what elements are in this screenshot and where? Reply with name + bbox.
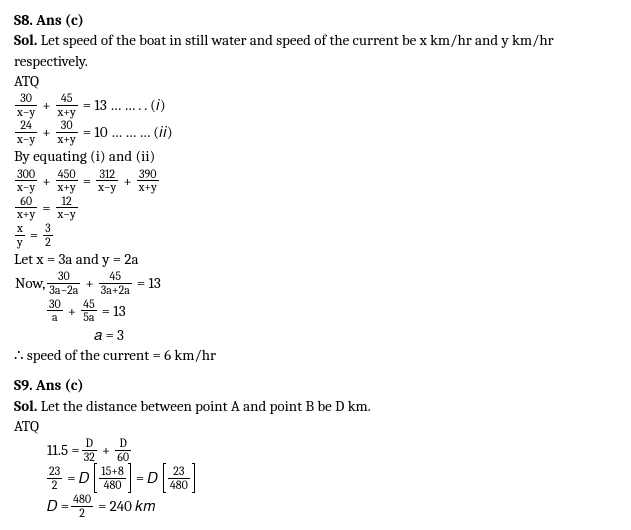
s8-eq7: 30a + 455a = 13 <box>14 298 617 324</box>
s9-eq3: 𝐷 = 4802 = 240 𝑘𝑚 <box>14 493 617 519</box>
s8-eq5: xy = 32 <box>14 222 617 248</box>
s8-let: Let x = 3a and y = 2a <box>14 249 617 269</box>
s8-eq2: 24x−y + 30x+y = 10 … … … (𝑖𝑖) <box>14 119 617 145</box>
s8-eq3: 300x−y + 450x+y = 312x−y + 390x+y <box>14 168 617 194</box>
s8-byeq: By equating (i) and (ii) <box>14 146 617 166</box>
s8-atq: ATQ <box>14 71 617 91</box>
s9-eq1: 11.5 = D32 + D60 <box>14 437 617 463</box>
s9-sol: Sol. Let the distance between point A an… <box>14 396 617 416</box>
s9-header: S9. Ans (c) <box>14 375 617 395</box>
s8-eq6: Now, 303a−2a + 453a+2a = 13 <box>14 270 617 296</box>
s8-header: S8. Ans (c) <box>14 10 617 30</box>
s8-eq4: 60x+y = 12x−y <box>14 195 617 221</box>
s9-atq: ATQ <box>14 416 617 436</box>
s8-sol: Sol. Let speed of the boat in still wate… <box>14 30 617 71</box>
s8-final: ∴ speed of the current = 6 km/hr <box>14 345 617 365</box>
s8-eq1: 30x−y + 45x+y = 13 … … . . (𝑖) <box>14 92 617 118</box>
s9-eq2: 232 = 𝐷 15+8480 = 𝐷 23480 <box>14 464 617 492</box>
s8-eq8: 𝑎 = 3 <box>14 325 617 345</box>
